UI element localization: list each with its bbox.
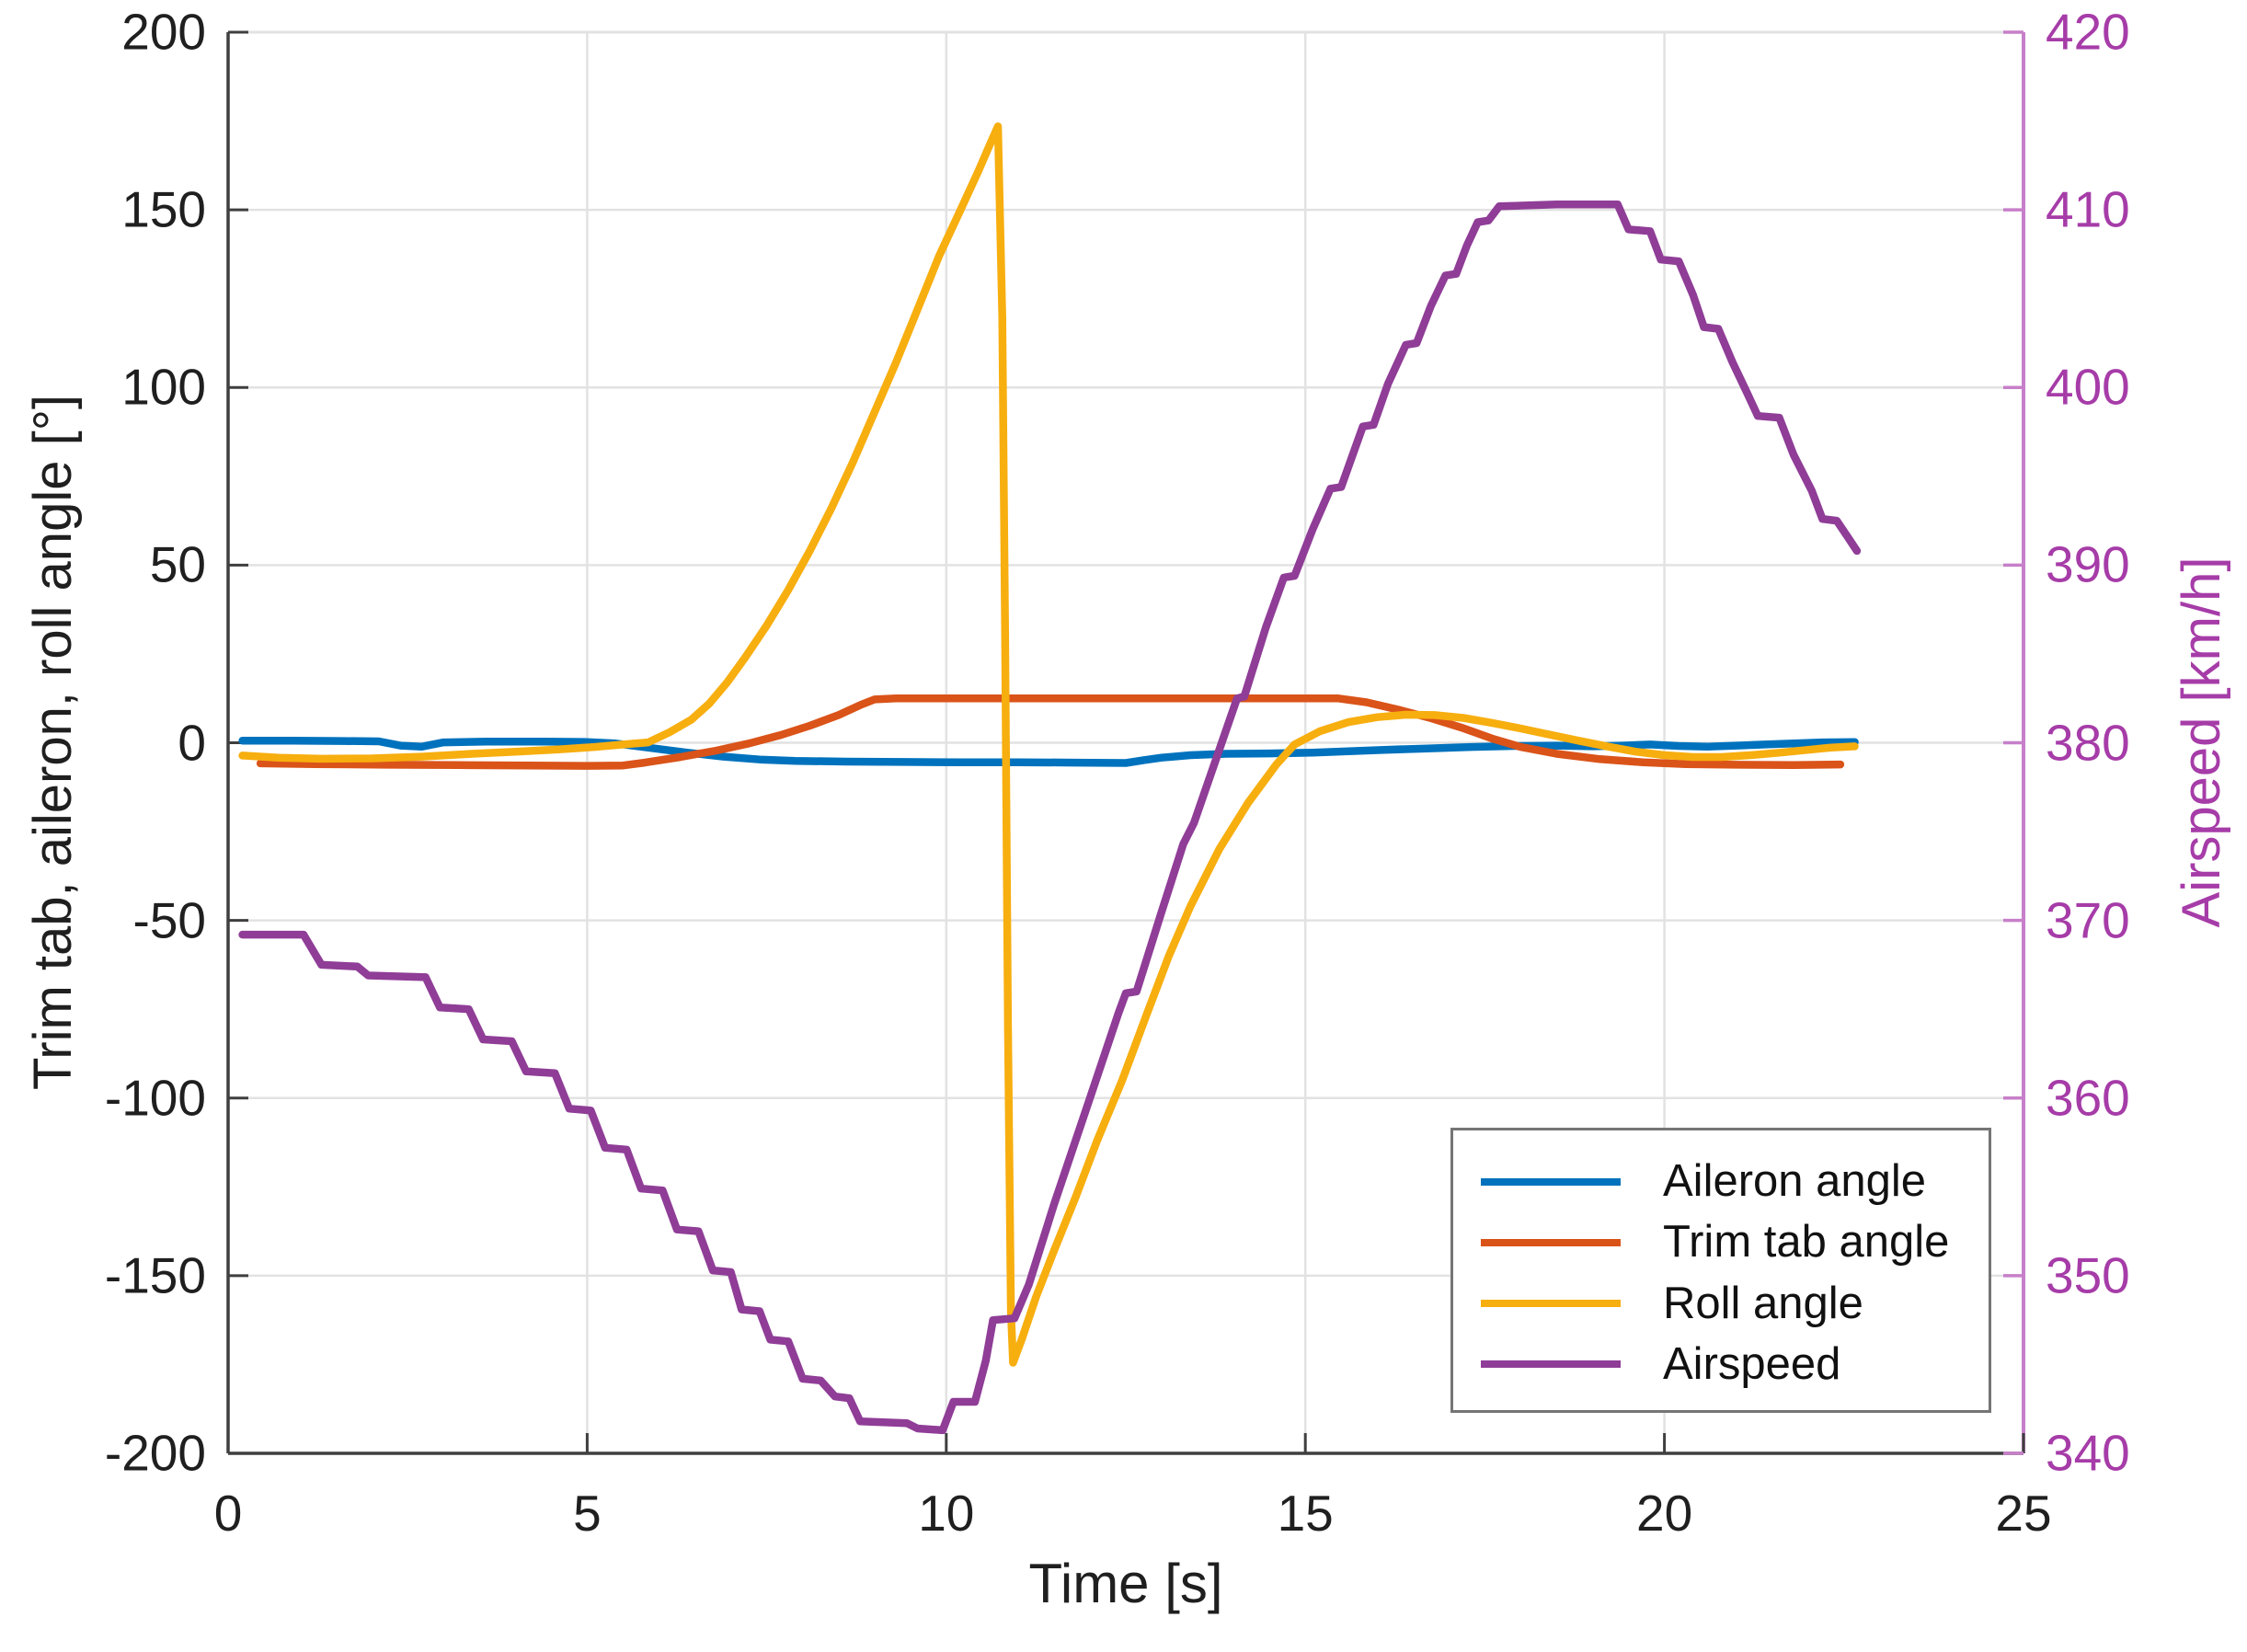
x-axis-tick-0: 0	[213, 1485, 243, 1542]
legend-label-roll-angle: Roll angle	[1663, 1278, 1863, 1328]
right-axis-title: Airspeed [km/h]	[2172, 556, 2231, 928]
series-line-roll-angle	[238, 122, 1859, 1367]
left-axis-tick-0: 0	[178, 714, 206, 771]
right-axis-tick-400: 400	[2046, 358, 2130, 416]
right-axis-tick-390: 390	[2046, 535, 2130, 593]
series-line-trim-tab-angle	[256, 694, 1845, 770]
right-axis-tick-340: 340	[2046, 1424, 2130, 1482]
legend-swatch-roll-angle	[1481, 1300, 1621, 1308]
left-axis-tick-200: 200	[121, 3, 206, 61]
legend-item-trim-tab-angle: Trim tab angle	[1453, 1220, 1989, 1265]
legend-swatch-aileron-angle	[1481, 1177, 1621, 1186]
legend-item-airspeed: Airspeed	[1453, 1338, 1989, 1389]
series-layer	[238, 122, 1862, 1435]
legend-label-trim-tab-angle: Trim tab angle	[1663, 1217, 1950, 1268]
legend-swatch-trim-tab-angle	[1481, 1238, 1621, 1246]
left-axis-tick-50: 50	[149, 535, 206, 593]
right-axis-tick-360: 360	[2046, 1069, 2130, 1127]
right-axis-tick-350: 350	[2046, 1246, 2130, 1304]
legend-box: Aileron angle Trim tab angle Roll angle Air…	[1450, 1128, 1991, 1413]
left-axis-tick-100: 100	[121, 358, 206, 416]
series-line-airspeed	[238, 201, 1862, 1435]
series-line-aileron-angle	[238, 736, 1859, 767]
left-axis-tick--50: -50	[132, 891, 207, 949]
legend-item-aileron-angle: Aileron angle	[1453, 1159, 1989, 1204]
right-axis-tick-380: 380	[2046, 714, 2130, 771]
right-axis-tick-410: 410	[2046, 180, 2130, 238]
x-axis-tick-15: 15	[1277, 1485, 1334, 1542]
left-axis-tick--200: -200	[104, 1424, 206, 1482]
left-axis-title: Trim tab, aileron, roll angle [°]	[23, 394, 83, 1091]
legend-item-roll-angle: Roll angle	[1453, 1278, 1989, 1328]
left-axis-tick--100: -100	[104, 1069, 206, 1127]
x-axis-tick-5: 5	[573, 1485, 602, 1542]
legend-label-aileron-angle: Aileron angle	[1663, 1156, 1927, 1207]
x-axis-tick-25: 25	[1995, 1485, 2052, 1542]
right-axis-tick-370: 370	[2046, 891, 2130, 949]
x-axis-title: Time [s]	[1028, 1553, 1223, 1614]
x-axis-tick-10: 10	[918, 1485, 975, 1542]
legend-label-airspeed: Airspeed	[1663, 1338, 1841, 1389]
left-axis-tick--150: -150	[104, 1246, 206, 1304]
right-axis-tick-420: 420	[2046, 3, 2130, 61]
left-axis-tick-150: 150	[121, 180, 206, 238]
x-axis-tick-20: 20	[1636, 1485, 1693, 1542]
legend-swatch-airspeed	[1481, 1360, 1621, 1369]
